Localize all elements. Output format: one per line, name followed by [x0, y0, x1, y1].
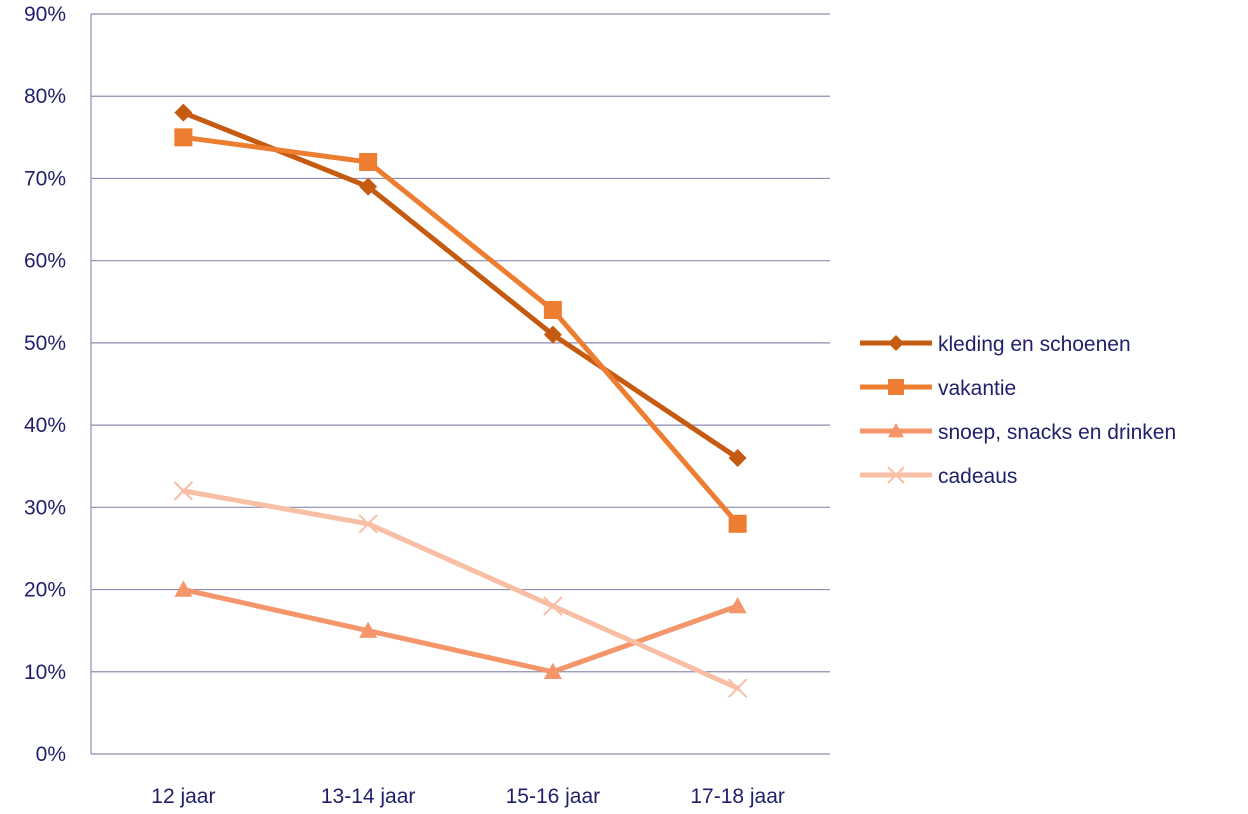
legend: kleding en schoenen vakantie snoep, snacks…: [860, 333, 1176, 488]
x-marker: [543, 596, 563, 616]
series-3: [173, 481, 748, 698]
series-lines: [173, 103, 748, 698]
diamond-marker: [728, 449, 747, 467]
diamond-marker: [888, 335, 904, 351]
triangle-marker: [543, 662, 562, 679]
y-tick-label: 90%: [24, 3, 66, 26]
y-tick-label: 60%: [24, 250, 66, 273]
y-tick-label: 50%: [24, 332, 66, 355]
series-0: [174, 103, 747, 467]
x-marker: [887, 466, 905, 484]
x-tick-label: 13-14 jaar: [321, 785, 416, 808]
square-marker: [888, 379, 904, 395]
legend-entry: vakantie: [860, 377, 1016, 400]
triangle-marker: [359, 621, 378, 638]
y-tick-label: 70%: [24, 167, 66, 190]
series-line: [180, 587, 741, 675]
legend-entry: snoep, snacks en drinken: [860, 421, 1176, 444]
triangle-marker: [174, 580, 193, 597]
gridlines: [91, 13, 830, 673]
series-line: [180, 134, 741, 527]
x-marker: [173, 481, 194, 501]
y-tick-label: 80%: [24, 85, 66, 108]
x-tick-label: 12 jaar: [151, 785, 215, 808]
x-tick-labels: 12 jaar 13-14 jaar 15-16 jaar 17-18 jaar: [151, 785, 785, 808]
series-1: [174, 128, 747, 533]
triangle-marker: [728, 597, 747, 614]
y-tick-labels: 0% 10% 20% 30% 40% 50% 60% 70% 80% 90%: [24, 3, 66, 766]
y-tick-label: 30%: [24, 496, 66, 519]
y-tick-label: 0%: [36, 743, 66, 766]
y-tick-label: 10%: [24, 661, 66, 684]
legend-label: kleding en schoenen: [938, 333, 1131, 356]
square-marker: [359, 153, 378, 171]
diamond-marker: [174, 103, 193, 122]
square-marker: [728, 514, 747, 533]
series-2: [174, 580, 747, 679]
axes: [90, 14, 830, 755]
x-tick-label: 17-18 jaar: [690, 785, 785, 808]
diamond-marker: [543, 325, 562, 344]
y-tick-label: 40%: [24, 414, 66, 437]
square-marker: [174, 128, 193, 147]
y-tick-label: 20%: [24, 579, 66, 602]
square-marker: [543, 301, 562, 319]
legend-label: vakantie: [938, 377, 1016, 400]
series-line: [180, 110, 741, 461]
legend-entry: kleding en schoenen: [860, 333, 1131, 356]
legend-label: cadeaus: [938, 465, 1017, 488]
x-marker: [727, 678, 748, 698]
x-tick-label: 15-16 jaar: [506, 785, 601, 808]
legend-label: snoep, snacks en drinken: [938, 421, 1176, 444]
x-marker: [358, 514, 378, 534]
legend-entry: cadeaus: [860, 465, 1017, 488]
series-line: [180, 488, 741, 691]
diamond-marker: [359, 177, 378, 196]
triangle-marker: [888, 423, 904, 438]
